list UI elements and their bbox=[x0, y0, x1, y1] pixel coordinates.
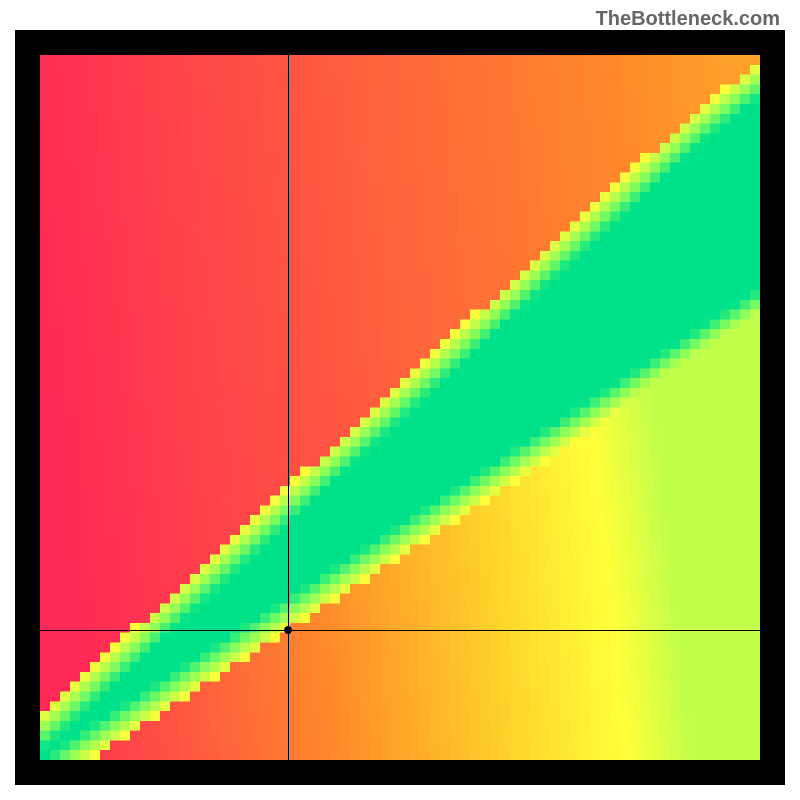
crosshair-vertical bbox=[288, 55, 289, 760]
chart-frame bbox=[15, 30, 785, 785]
crosshair-horizontal bbox=[40, 630, 760, 631]
watermark-text: TheBottleneck.com bbox=[596, 8, 780, 31]
crosshair-marker bbox=[284, 626, 292, 634]
heatmap-canvas bbox=[40, 55, 760, 760]
heatmap-plot bbox=[40, 55, 760, 760]
